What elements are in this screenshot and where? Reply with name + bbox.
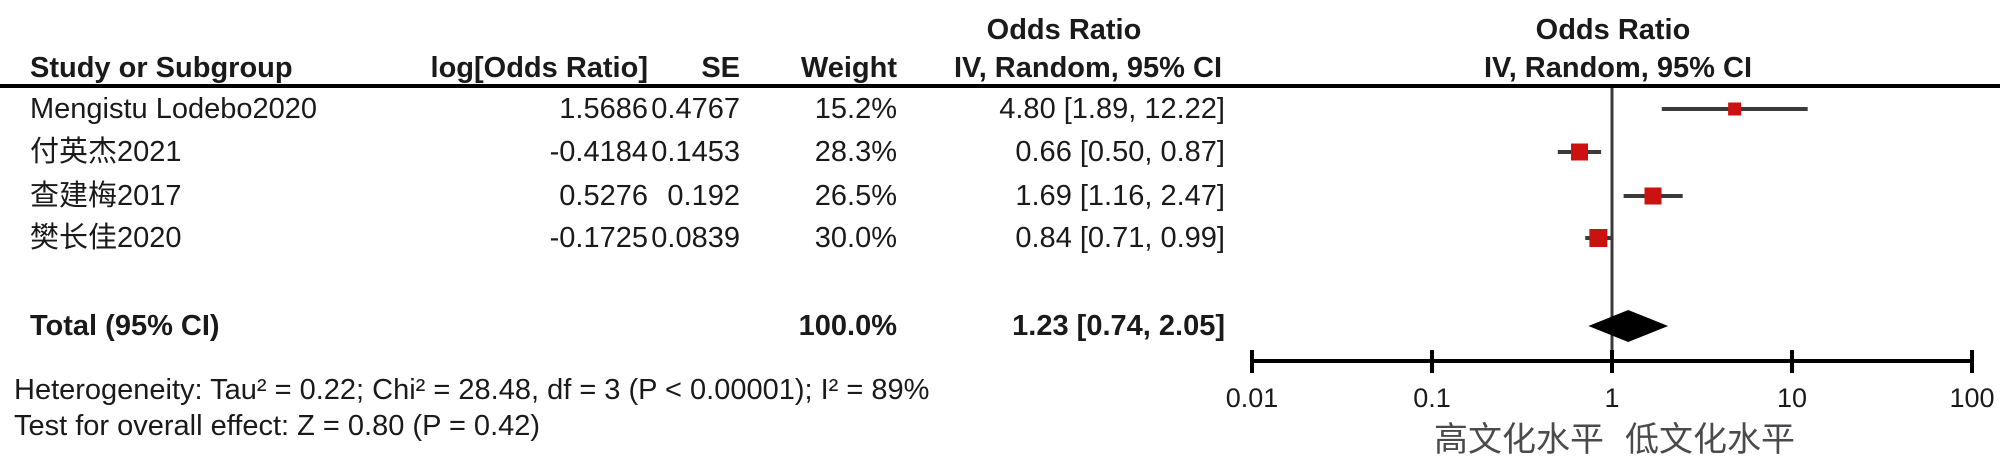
study-name: 查建梅2017 — [30, 180, 182, 212]
table-row: 付英杰2021 -0.4184 0.1453 28.3% 0.66 [0.50, 0.8… — [0, 134, 2000, 170]
weight-value: 15.2% — [814, 93, 897, 125]
x-axis-tick-label: 100 — [1949, 383, 1994, 413]
column-header-se: SE — [701, 52, 740, 84]
weight-value: 26.5% — [814, 180, 897, 212]
plot-header-odds-ratio-title: Odds Ratio — [1535, 14, 1691, 46]
se-value: 0.4767 — [651, 93, 740, 125]
log-odds-ratio-value: -0.1725 — [549, 222, 648, 254]
ci-value: 1.69 [1.16, 2.47] — [1015, 180, 1225, 212]
total-label: Total (95% CI) — [30, 310, 220, 342]
ci-value: 4.80 [1.89, 12.22] — [999, 93, 1225, 125]
log-odds-ratio-value: 1.5686 — [559, 93, 648, 125]
se-value: 0.0839 — [651, 222, 740, 254]
column-header-weight: Weight — [800, 52, 897, 84]
column-header-odds-ratio-method: IV, Random, 95% CI — [953, 52, 1223, 84]
axis-left-label: 高文化水平 — [1434, 420, 1604, 460]
column-header-odds-ratio-title: Odds Ratio — [986, 14, 1142, 46]
table-row: 查建梅2017 0.5276 0.192 26.5% 1.69 [1.16, 2.47] — [0, 178, 2000, 214]
ci-value: 0.84 [0.71, 0.99] — [1015, 222, 1225, 254]
total-weight: 100.0% — [798, 310, 897, 342]
total-ci: 1.23 [0.74, 2.05] — [1012, 310, 1225, 342]
ci-value: 0.66 [0.50, 0.87] — [1015, 136, 1225, 168]
plot-header-odds-ratio-method: IV, Random, 95% CI — [1483, 52, 1753, 84]
study-name: 樊长佳2020 — [30, 222, 182, 254]
heterogeneity-text: Heterogeneity: Tau² = 0.22; Chi² = 28.48… — [14, 374, 930, 406]
table-row: 樊长佳2020 -0.1725 0.0839 30.0% 0.84 [0.71, 0.9… — [0, 220, 2000, 256]
column-header-study: Study or Subgroup — [30, 52, 293, 84]
effect-square — [1589, 229, 1608, 247]
weight-value: 30.0% — [814, 222, 897, 254]
weight-value: 28.3% — [814, 136, 897, 168]
effect-square — [1571, 143, 1589, 161]
effect-square — [1644, 187, 1662, 205]
table-row: Mengistu Lodebo2020 1.5686 0.4767 15.2% 4.80… — [0, 91, 2000, 127]
se-value: 0.192 — [667, 180, 740, 212]
x-axis-tick-label: 10 — [1777, 383, 1807, 413]
axis-right-label: 低文化水平 — [1625, 420, 1795, 460]
column-header-log-odds-ratio: log[Odds Ratio] — [430, 52, 648, 84]
study-name: 付英杰2021 — [30, 136, 182, 168]
x-axis-tick-label: 0.01 — [1226, 383, 1279, 413]
log-odds-ratio-value: 0.5276 — [559, 180, 648, 212]
se-value: 0.1453 — [651, 136, 740, 168]
total-diamond — [1588, 310, 1669, 342]
effect-square — [1728, 102, 1742, 116]
study-name: Mengistu Lodebo2020 — [30, 93, 318, 125]
x-axis-tick-label: 1 — [1604, 383, 1619, 413]
log-odds-ratio-value: -0.4184 — [549, 136, 648, 168]
overall-effect-text: Test for overall effect: Z = 0.80 (P = 0… — [14, 410, 541, 442]
total-row: Total (95% CI) 100.0% 1.23 [0.74, 2.05] — [0, 308, 2000, 344]
x-axis-tick-label: 0.1 — [1413, 383, 1451, 413]
